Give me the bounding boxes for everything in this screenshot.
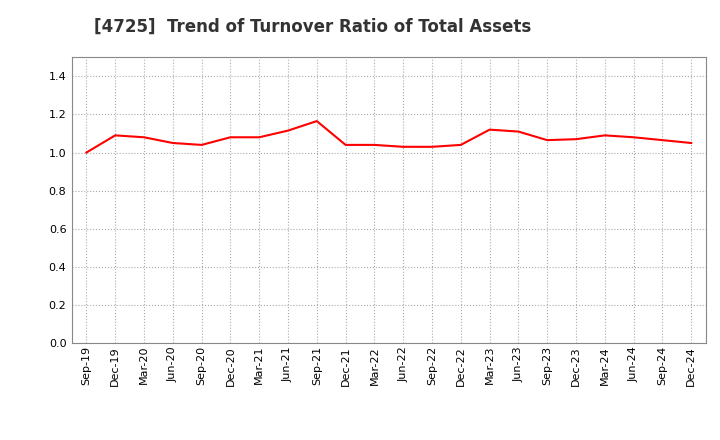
Text: [4725]  Trend of Turnover Ratio of Total Assets: [4725] Trend of Turnover Ratio of Total …	[94, 18, 531, 36]
